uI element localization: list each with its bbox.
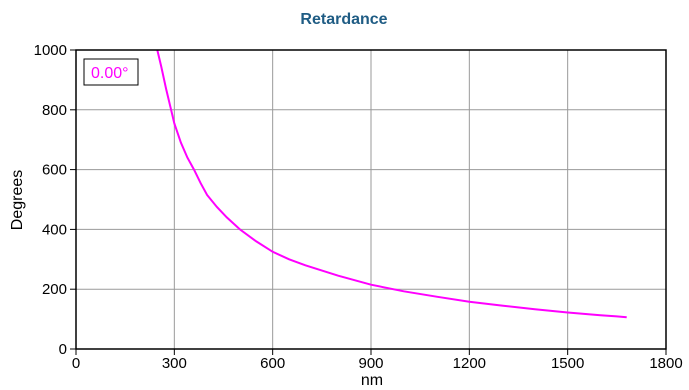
chart-title: Retardance: [300, 11, 387, 28]
x-tick-label: 600: [260, 355, 285, 372]
x-tick-label: 1800: [649, 355, 682, 372]
legend-label: 0.00°: [91, 65, 129, 82]
y-tick-label: 600: [42, 162, 67, 179]
y-tick-label: 0: [59, 341, 67, 358]
retardance-series-line: [156, 49, 627, 319]
x-tick-label: 0: [72, 355, 80, 372]
y-axis-title: Degrees: [9, 170, 26, 230]
x-tick-label: 1500: [551, 355, 584, 372]
plot-frame: [75, 49, 667, 350]
y-tick-label: 200: [42, 281, 67, 298]
x-axis-ticks: 0 300 600 900 1200 1500 1800: [72, 349, 683, 372]
grid-lines: [76, 50, 666, 349]
x-tick-label: 900: [358, 355, 383, 372]
y-tick-label: 800: [42, 102, 67, 119]
x-tick-label: 1200: [453, 355, 486, 372]
x-axis-title: nm: [361, 372, 383, 389]
y-axis-ticks: 0 200 400 600 800 1000: [34, 42, 76, 358]
y-tick-label: 400: [42, 221, 67, 238]
x-tick-label: 300: [162, 355, 187, 372]
y-tick-label: 1000: [34, 42, 67, 59]
legend-box: [83, 58, 139, 86]
